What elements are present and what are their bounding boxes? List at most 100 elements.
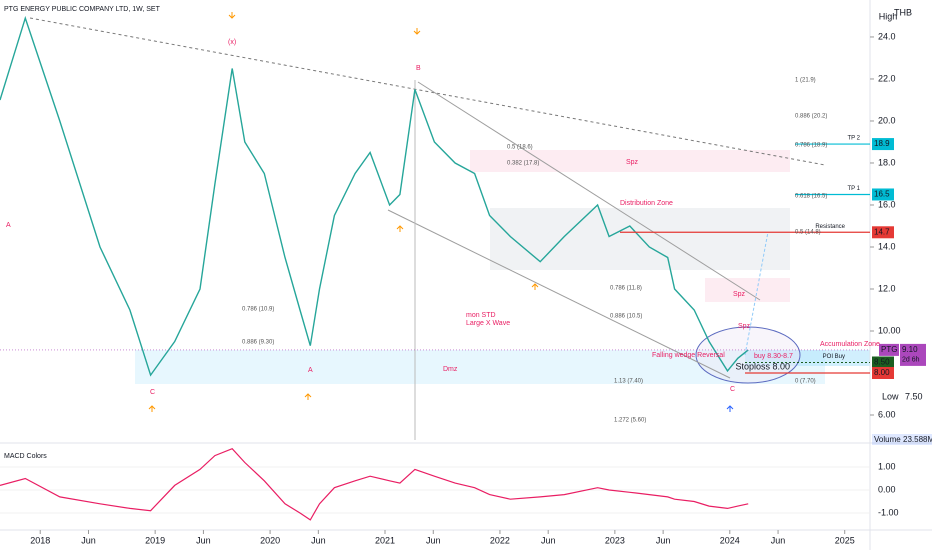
volume-label: Volume [874,435,901,444]
buy-zone [745,350,870,366]
arrow [304,393,312,400]
price-tag [872,226,894,239]
x-tick-label: 2019 [145,535,165,545]
annotation: Falling wedge Reversal [652,352,725,359]
x-tick-label: 2025 [835,535,855,545]
arrow [396,225,404,232]
price-tag [872,367,894,380]
annotation: Accumulation Zone [820,341,880,348]
y-tick-label: 22.0 [878,73,896,83]
x-tick-label: 2018 [30,535,50,545]
annotation: 0.786 (11.8) [610,286,642,292]
y-tick-label: 10.00 [878,325,901,335]
price-tag-label: 8.50 [874,358,890,367]
y-tick-label: 12.0 [878,283,896,293]
x-tick-label: 2024 [720,535,740,545]
symbol-tag-label: PTG [881,345,897,354]
annotation: (x) [228,39,236,46]
annotation: Distribution Zone [620,200,673,207]
symbol-tag [879,343,899,356]
annotation: Dmz [443,366,458,373]
y-tick-label: 20.0 [878,115,896,125]
annotation: Large X Wave [466,320,510,327]
annotation: Spz [738,323,751,330]
arrow [148,405,156,412]
annotation: 0.786 (18.9) [795,143,827,149]
level-label: Resistance [815,224,845,230]
annotation: 0.5 (14.8) [795,230,821,236]
price-tag [872,356,894,369]
accumulation-zone [135,350,825,384]
y-tick-label: 18.0 [878,157,896,167]
annotation: 0.5 (18.6) [507,145,533,151]
current-price-tag [900,343,926,366]
currency: THB [894,7,912,17]
y-tick-label: 16.0 [878,199,896,209]
level-label: TP 1 [847,186,860,192]
annotation: 0.382 (17.8) [507,161,539,167]
level-label: POI Buy [823,354,845,360]
macd-tick-label: 1.00 [878,461,896,471]
x-tick-label: Jun [196,535,211,545]
x-tick-label: 2022 [490,535,510,545]
chart-title: PTG ENERGY PUBLIC COMPANY LTD, 1W, SET [4,6,161,13]
annotation: 0.886 (10.5) [610,314,642,320]
distribution-zone [490,208,790,270]
annotation: C [730,386,735,393]
countdown: 2d 6h [902,357,920,364]
focus-ellipse [695,326,801,384]
x-tick-label: Jun [426,535,441,545]
low-value: 7.50 [905,391,923,401]
projection [744,231,769,356]
annotation: 1.13 (7.40) [614,379,643,385]
current-price-label: 9.10 [902,345,918,354]
annotation: 0.886 (9.30) [242,340,274,346]
macd-tick-label: -1.00 [878,507,899,517]
annotation: buy 8.30-8.7 [754,353,793,360]
x-tick-label: Jun [541,535,556,545]
annotation: A [6,222,11,229]
supply-zone [705,278,790,302]
price-tag-label: 8.00 [874,368,890,377]
y-tick-label: 14.0 [878,241,896,251]
arrow [228,12,236,19]
low-label: Low [882,391,899,401]
arrow [726,405,734,412]
x-tick-label: 2021 [375,535,395,545]
annotation: 1 (21.9) [795,78,816,84]
annotation: mon STD [466,312,496,319]
x-tick-label: 2020 [260,535,280,545]
arrow [531,283,539,290]
y-tick-label: 24.0 [878,31,896,41]
price-tag-label: 18.9 [874,139,890,148]
price-tag [872,138,894,151]
annotation: 0.886 (20.2) [795,114,827,120]
annotation: Spz [733,291,746,298]
annotation: C [150,389,155,396]
annotation: 1.272 (5.60) [614,418,646,424]
trend-line [29,17,826,166]
x-tick-label: Jun [311,535,326,545]
volume-tag [872,434,932,445]
annotation: 0.618 (16.5) [795,194,827,200]
x-tick-label: 2023 [605,535,625,545]
macd-title: MACD Colors [4,453,47,460]
price-line [0,15,749,377]
annotation: 0.786 (10.9) [242,307,274,313]
annotation: B [416,65,421,72]
level-label: Stoploss 8.00 [735,361,790,371]
level-label: TP 2 [847,136,860,142]
annotation: A [308,367,313,374]
y-tick-label: 6.00 [878,409,896,419]
x-tick-label: Jun [771,535,786,545]
wedge-line [417,81,761,301]
price-tag [872,188,894,201]
annotation: 0 (7.70) [795,379,816,385]
macd-line [0,447,749,521]
macd-tick-label: 0.00 [878,484,896,494]
arrow [413,28,421,35]
volume-value: 23.588M [903,435,932,444]
x-tick-label: Jun [656,535,671,545]
